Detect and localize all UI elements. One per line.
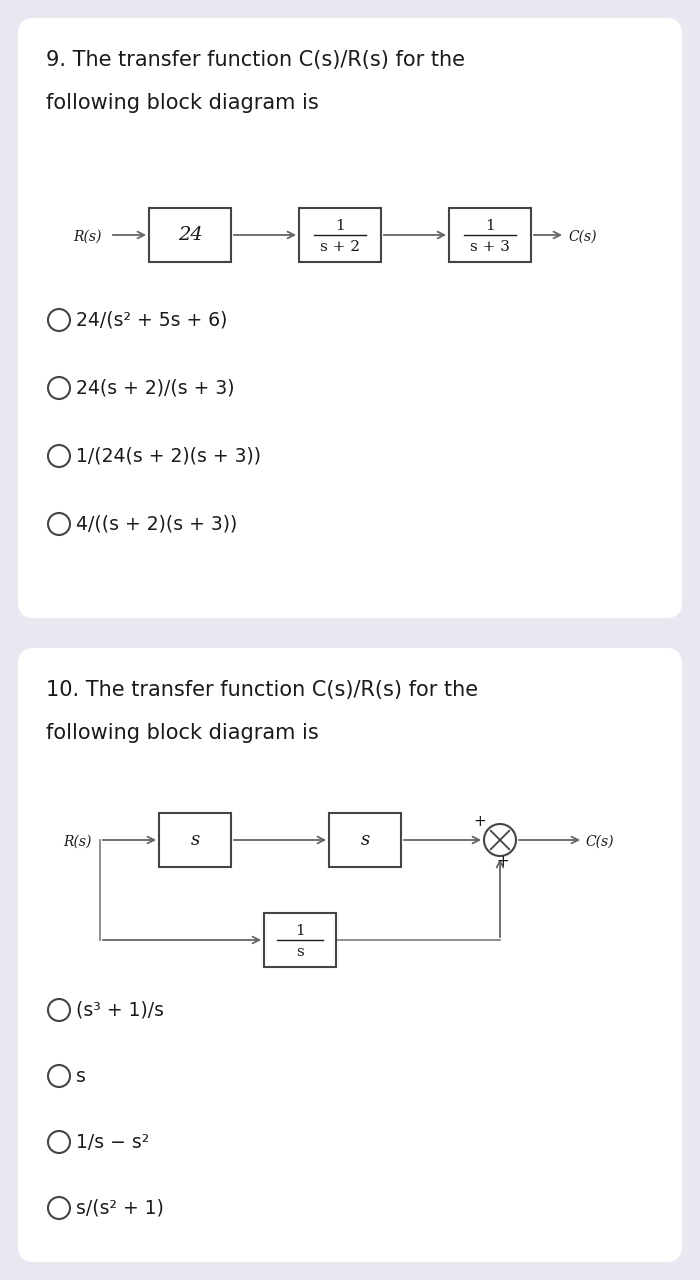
Text: s: s <box>296 945 304 959</box>
Text: 1: 1 <box>485 219 495 233</box>
Bar <box>159 813 231 867</box>
Bar <box>329 813 401 867</box>
Text: 9. The transfer function C(s)/R(s) for the: 9. The transfer function C(s)/R(s) for t… <box>46 50 465 70</box>
Bar <box>264 913 336 966</box>
Circle shape <box>484 824 516 856</box>
Text: following block diagram is: following block diagram is <box>46 93 318 113</box>
Text: 1: 1 <box>335 219 345 233</box>
Text: R(s): R(s) <box>64 835 92 849</box>
Circle shape <box>48 1065 70 1087</box>
Circle shape <box>48 1197 70 1219</box>
Text: 1: 1 <box>295 924 305 938</box>
Text: (s³ + 1)/s: (s³ + 1)/s <box>76 1001 164 1019</box>
Text: 1/s − s²: 1/s − s² <box>76 1133 149 1152</box>
Text: s + 2: s + 2 <box>320 239 360 253</box>
Text: +: + <box>474 814 486 828</box>
Circle shape <box>48 998 70 1021</box>
Text: 10. The transfer function C(s)/R(s) for the: 10. The transfer function C(s)/R(s) for … <box>46 680 478 700</box>
Text: 24: 24 <box>178 227 202 244</box>
Circle shape <box>48 378 70 399</box>
Text: s/(s² + 1): s/(s² + 1) <box>76 1198 164 1217</box>
Circle shape <box>48 308 70 332</box>
Text: C(s): C(s) <box>568 230 596 244</box>
FancyBboxPatch shape <box>18 18 682 618</box>
Text: s + 3: s + 3 <box>470 239 510 253</box>
Circle shape <box>48 445 70 467</box>
FancyBboxPatch shape <box>18 648 682 1262</box>
Text: C(s): C(s) <box>585 835 613 849</box>
Text: 1/(24(s + 2)(s + 3)): 1/(24(s + 2)(s + 3)) <box>76 447 261 466</box>
Circle shape <box>48 1132 70 1153</box>
Text: +: + <box>496 855 510 869</box>
Circle shape <box>48 513 70 535</box>
Text: R(s): R(s) <box>74 230 102 244</box>
Bar <box>449 207 531 262</box>
Text: s: s <box>76 1066 86 1085</box>
Bar <box>149 207 231 262</box>
Text: 4/((s + 2)(s + 3)): 4/((s + 2)(s + 3)) <box>76 515 237 534</box>
Text: 24/(s² + 5s + 6): 24/(s² + 5s + 6) <box>76 311 228 329</box>
Text: s: s <box>190 831 199 849</box>
Text: 24(s + 2)/(s + 3): 24(s + 2)/(s + 3) <box>76 379 234 398</box>
Text: following block diagram is: following block diagram is <box>46 723 318 742</box>
Text: s: s <box>360 831 370 849</box>
Bar <box>299 207 381 262</box>
